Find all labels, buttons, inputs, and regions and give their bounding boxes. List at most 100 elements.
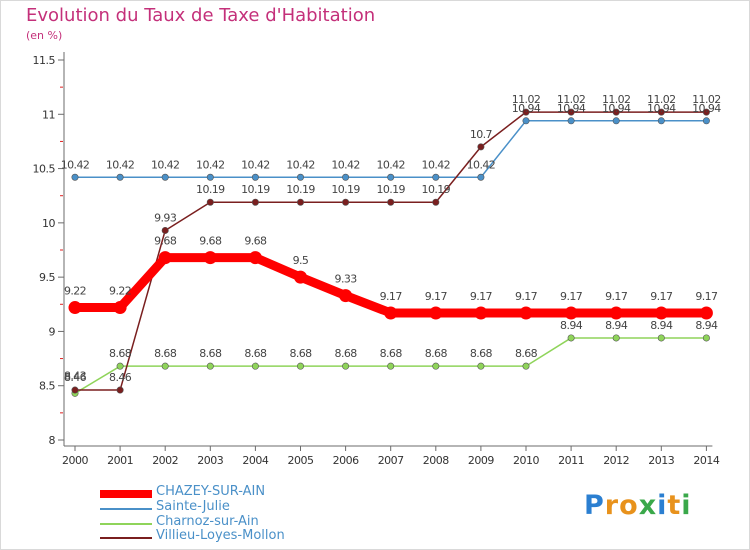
data-label-3: 10.7	[470, 128, 493, 141]
series-point-3	[71, 386, 79, 394]
series-point-1	[567, 117, 575, 125]
data-label-2: 8.94	[650, 319, 673, 332]
y-tick-label: 11	[42, 108, 55, 121]
series-point-1	[71, 173, 79, 181]
series-point-2	[522, 362, 530, 370]
series-point-2	[702, 334, 710, 342]
data-label-0: 9.17	[470, 290, 493, 303]
series-point-1	[657, 117, 665, 125]
data-label-0: 9.68	[199, 235, 222, 248]
series-point-2	[657, 334, 665, 342]
series-point-0	[248, 251, 262, 265]
data-label-1: 10.42	[467, 158, 496, 171]
series-point-1	[612, 117, 620, 125]
data-label-0: 9.68	[154, 235, 177, 248]
series-point-3	[342, 198, 350, 206]
x-tick-label: 2014	[693, 454, 719, 467]
x-tick-label: 2006	[333, 454, 359, 467]
series-point-3	[116, 386, 124, 394]
data-label-2: 8.68	[199, 347, 222, 360]
series-point-0	[113, 301, 127, 315]
data-label-1: 10.94	[512, 102, 541, 115]
data-label-1: 10.94	[692, 102, 721, 115]
series-point-3	[477, 143, 485, 151]
data-label-1: 10.42	[422, 158, 451, 171]
series-point-2	[342, 362, 350, 370]
data-label-0: 9.33	[335, 273, 358, 286]
series-point-0	[699, 306, 713, 320]
series-point-3	[522, 108, 530, 116]
series-point-2	[432, 362, 440, 370]
data-label-1: 10.94	[647, 102, 676, 115]
series-point-2	[387, 362, 395, 370]
series-point-0	[564, 306, 578, 320]
series-point-3	[387, 198, 395, 206]
series-point-0	[429, 306, 443, 320]
series-point-1	[477, 173, 485, 181]
data-label-2: 8.68	[335, 347, 358, 360]
series-point-3	[702, 108, 710, 116]
data-label-0: 9.68	[244, 235, 267, 248]
data-label-2: 8.94	[695, 319, 718, 332]
data-label-2: 8.68	[154, 347, 177, 360]
data-label-3: 10.19	[376, 183, 405, 196]
data-label-0: 9.17	[695, 290, 718, 303]
y-tick-label: 9	[49, 325, 56, 338]
data-label-3: 11.02	[557, 93, 586, 106]
series-point-3	[657, 108, 665, 116]
series-point-3	[567, 108, 575, 116]
legend-label-chazey: CHAZEY-SUR-AIN	[156, 484, 266, 499]
data-label-1: 10.42	[286, 158, 315, 171]
x-tick-label: 2013	[648, 454, 674, 467]
data-label-2: 8.68	[380, 347, 403, 360]
data-label-0: 9.17	[560, 290, 583, 303]
x-tick-label: 2009	[468, 454, 494, 467]
data-label-2: 8.68	[289, 347, 312, 360]
x-tick-label: 2008	[423, 454, 449, 467]
x-tick-label: 2012	[603, 454, 629, 467]
x-tick-label: 2003	[197, 454, 223, 467]
data-label-1: 10.94	[602, 102, 631, 115]
data-label-1: 10.42	[241, 158, 270, 171]
data-label-0: 9.17	[605, 290, 628, 303]
data-label-1: 10.42	[106, 158, 135, 171]
series-point-2	[206, 362, 214, 370]
data-label-3: 10.19	[331, 183, 360, 196]
data-label-2: 8.68	[109, 347, 132, 360]
data-label-2: 8.68	[244, 347, 267, 360]
x-tick-label: 2005	[288, 454, 314, 467]
legend-swatch-villieu	[100, 537, 152, 539]
data-label-0: 9.17	[650, 290, 673, 303]
series-point-1	[432, 173, 440, 181]
series-point-2	[612, 334, 620, 342]
chart-title: Evolution du Taux de Taxe d'Habitation	[26, 5, 376, 26]
x-tick-label: 2004	[242, 454, 268, 467]
data-label-1: 10.42	[151, 158, 180, 171]
data-label-3: 11.02	[647, 93, 676, 106]
unit-label: (en %)	[26, 29, 63, 42]
series-point-1	[206, 173, 214, 181]
series-point-0	[474, 306, 488, 320]
data-label-2: 8.68	[470, 347, 493, 360]
series-point-3	[251, 198, 259, 206]
legend-label-villieu: Villieu-Loyes-Mollon	[156, 528, 285, 543]
series-point-0	[339, 289, 353, 303]
y-tick-label: 8.5	[39, 380, 55, 393]
series-point-3	[206, 198, 214, 206]
data-label-0: 9.17	[515, 290, 538, 303]
data-label-3: 11.02	[512, 93, 541, 106]
data-label-0: 9.22	[64, 285, 86, 298]
data-label-1: 10.42	[196, 158, 225, 171]
data-label-3: 10.19	[241, 183, 270, 196]
proxiti-logo: Proxiti	[584, 490, 692, 521]
y-tick-label: 11.5	[33, 54, 56, 67]
series-point-0	[68, 301, 82, 315]
x-tick-label: 2001	[107, 454, 133, 467]
series-point-2	[161, 362, 169, 370]
series-point-3	[161, 226, 169, 234]
data-label-2: 8.43	[64, 369, 87, 382]
legend-label-sainte-julie: Sainte-Julie	[156, 499, 230, 514]
data-label-3: 8.46	[109, 371, 132, 384]
x-tick-label: 2002	[152, 454, 178, 467]
